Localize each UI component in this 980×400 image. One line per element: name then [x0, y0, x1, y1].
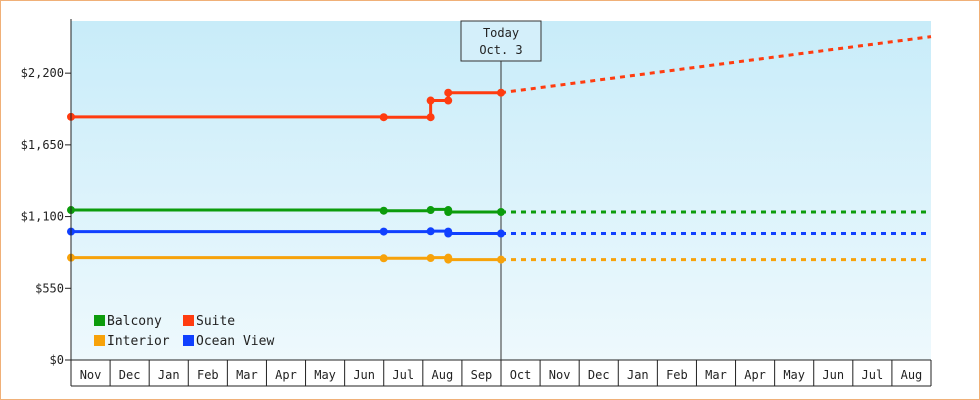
month-label: Aug	[901, 368, 923, 382]
legend-label-suite: Suite	[196, 314, 235, 329]
ocean-view-point	[497, 229, 505, 238]
month-label: Jul	[392, 368, 414, 382]
month-label: Aug	[432, 368, 454, 382]
month-label: Feb	[197, 368, 219, 382]
balcony-point	[426, 206, 435, 215]
legend-swatch-balcony	[94, 315, 105, 326]
interior-point	[444, 255, 453, 264]
suite-point	[426, 113, 435, 122]
month-label: Dec	[119, 368, 141, 382]
month-label: Apr	[275, 368, 297, 382]
balcony-point	[379, 206, 388, 215]
legend-swatch-interior	[94, 335, 105, 346]
ocean-view-point	[426, 227, 435, 236]
legend-label-balcony: Balcony	[107, 314, 162, 329]
legend-swatch-ocean-view	[183, 335, 194, 346]
month-label: Mar	[705, 368, 727, 382]
month-label: Jul	[862, 368, 884, 382]
legend-label-ocean-view: Ocean View	[196, 334, 274, 349]
today-date-label: Oct. 3	[479, 43, 522, 57]
month-label: Dec	[588, 368, 610, 382]
month-label: Jan	[627, 368, 649, 382]
suite-point	[426, 96, 435, 105]
ocean-view-point	[379, 227, 388, 236]
month-label: Sep	[471, 368, 493, 382]
today-box	[460, 20, 542, 62]
month-label: Apr	[744, 368, 766, 382]
y-tick-label: $1,100	[21, 210, 64, 224]
month-label: Jun	[822, 368, 844, 382]
y-tick-label: $0	[50, 353, 64, 367]
y-tick-label: $550	[35, 281, 64, 295]
month-label: Mar	[236, 368, 258, 382]
suite-point	[497, 88, 505, 97]
month-label: Feb	[666, 368, 688, 382]
legend-label-interior: Interior	[107, 334, 170, 349]
suite-point	[444, 88, 453, 97]
y-tick-label: $2,200	[21, 66, 64, 80]
suite-forecast-line	[500, 35, 932, 95]
today-label: Today	[483, 26, 519, 40]
month-label: Jan	[158, 368, 180, 382]
interior-point	[497, 255, 505, 264]
suite-point	[444, 96, 453, 105]
month-label: Jun	[353, 368, 375, 382]
month-label: Nov	[549, 368, 571, 382]
month-label: Oct	[510, 368, 532, 382]
legend-swatch-suite	[183, 315, 194, 326]
interior-point	[426, 254, 435, 263]
y-tick-label: $1,650	[21, 138, 64, 152]
month-label: May	[783, 368, 805, 382]
month-label: May	[314, 368, 336, 382]
ocean-view-point	[444, 229, 453, 238]
suite-point	[379, 113, 388, 122]
month-label: Nov	[80, 368, 102, 382]
balcony-point	[497, 208, 505, 217]
interior-point	[379, 254, 388, 263]
balcony-point	[444, 208, 453, 217]
